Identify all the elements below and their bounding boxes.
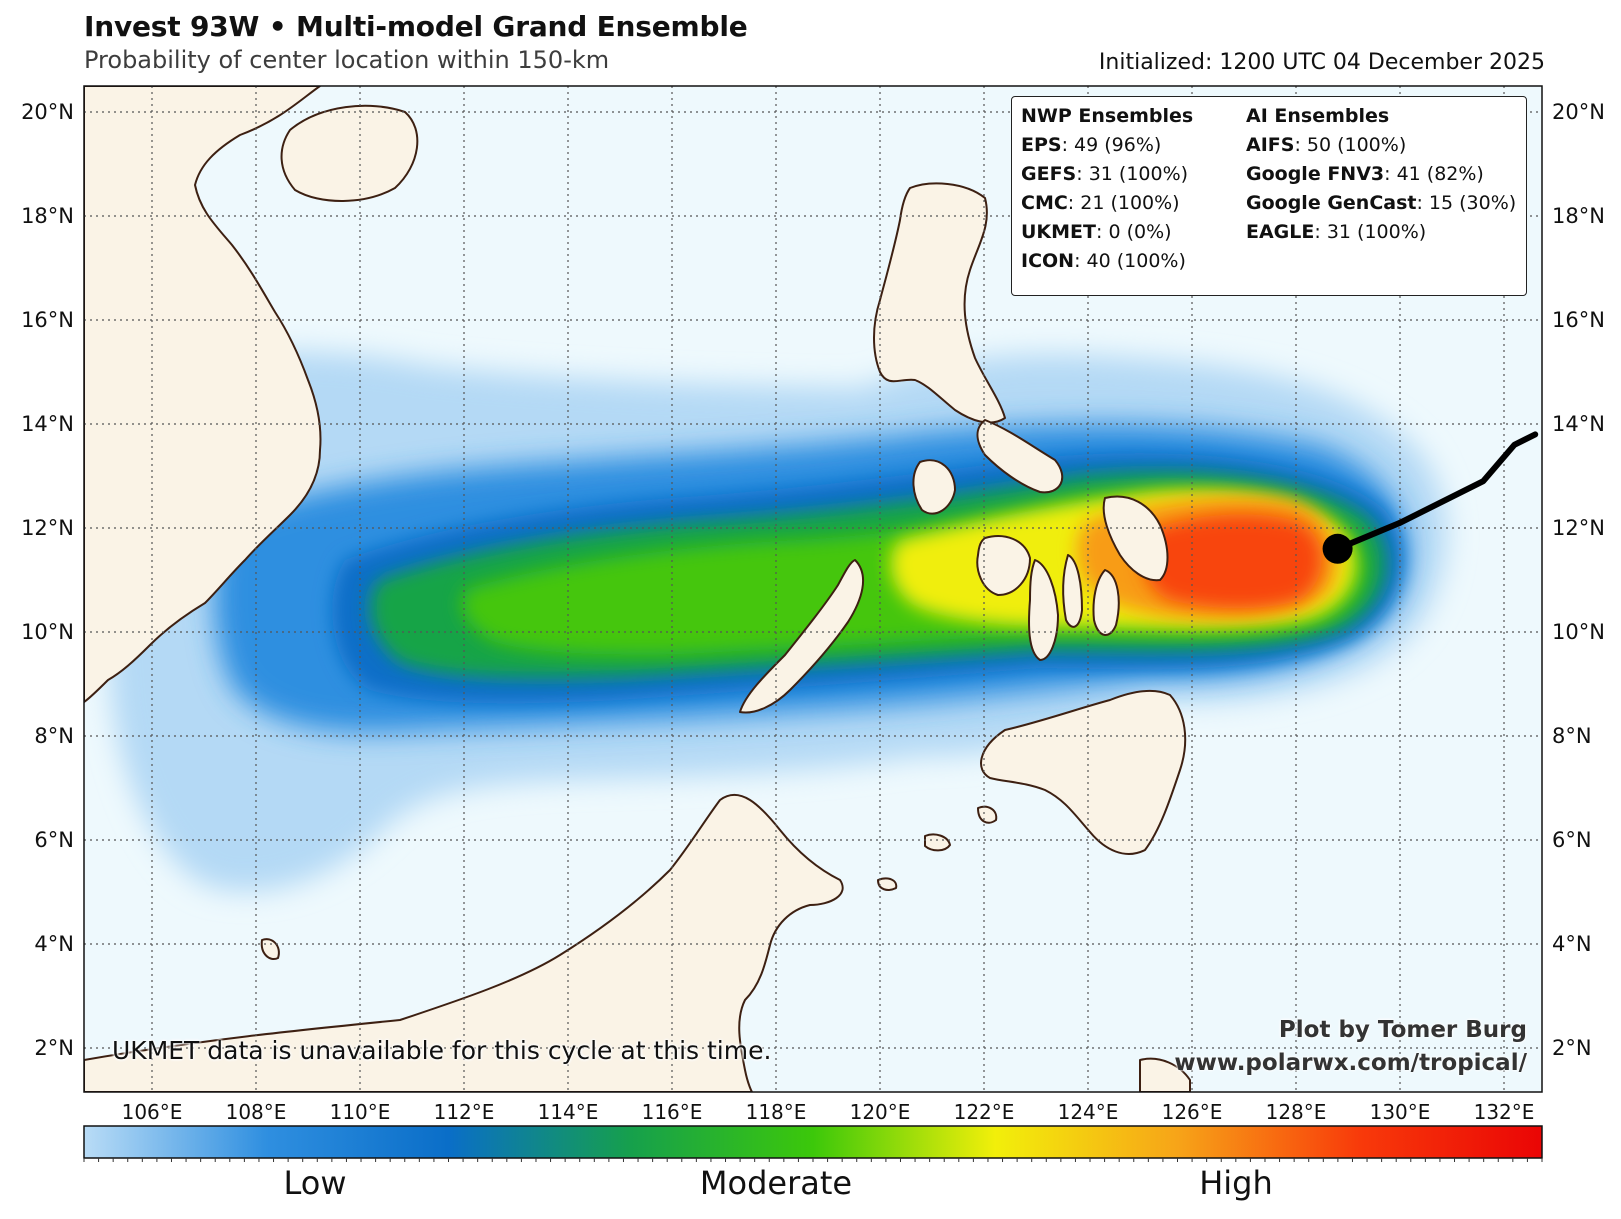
- land-luzon-south: [976, 419, 1064, 494]
- land-mindanao: [980, 689, 1187, 855]
- swath-red: [1142, 514, 1322, 609]
- lat-label-left: 16°N: [21, 308, 74, 332]
- lat-label-left: 2°N: [34, 1036, 74, 1060]
- map-frame: [83, 85, 1543, 1093]
- lat-label-right: 2°N: [1552, 1036, 1592, 1060]
- land-panay: [976, 535, 1031, 596]
- lon-label: 126°E: [1162, 1100, 1223, 1124]
- legend-ai-column: AI Ensembles AIFS: 50 (100%) Google FNV3…: [1246, 105, 1516, 250]
- lat-label-right: 20°N: [1552, 100, 1605, 124]
- credit-url: www.polarwx.com/tropical/: [1174, 1050, 1527, 1076]
- lon-label: 124°E: [1058, 1100, 1119, 1124]
- colorbar-label-high: High: [1199, 1164, 1273, 1202]
- ukmet-unavailable-note: UKMET data is unavailable for this cycle…: [112, 1036, 772, 1065]
- land-mindoro: [912, 459, 956, 515]
- land-borneo: [84, 793, 844, 1092]
- storm-track-line: [1334, 431, 1539, 552]
- landmasses: [84, 86, 1191, 1092]
- legend-row: CMC: 21 (100%): [1021, 192, 1180, 214]
- land-small-4: [877, 877, 898, 891]
- chart-subtitle: Probability of center location within 15…: [84, 46, 610, 74]
- legend-nwp-column: NWP Ensembles EPS: 49 (96%) GEFS: 31 (10…: [1021, 105, 1193, 279]
- credit-author: Plot by Tomer Burg: [1278, 1017, 1527, 1043]
- lat-label-right: 8°N: [1552, 724, 1592, 748]
- land-samar: [1102, 495, 1169, 582]
- lat-label-right: 18°N: [1552, 204, 1605, 228]
- lon-label: 106°E: [122, 1100, 183, 1124]
- chart-title: Invest 93W • Multi-model Grand Ensemble: [84, 10, 748, 43]
- land-sulawesi: [1139, 1057, 1191, 1092]
- lat-label-left: 12°N: [21, 516, 74, 540]
- land-palawan: [739, 559, 864, 714]
- init-time: Initialized: 1200 UTC 04 December 2025: [1098, 50, 1545, 75]
- land-luzon: [873, 182, 1006, 424]
- legend-row: Google GenCast: 15 (30%): [1246, 192, 1517, 214]
- lat-label-right: 6°N: [1552, 828, 1592, 852]
- colorbar-label-moderate: Moderate: [699, 1164, 853, 1202]
- lat-label-right: 12°N: [1552, 516, 1605, 540]
- legend-row: EAGLE: 31 (100%): [1246, 221, 1427, 243]
- current-position-marker: [1322, 533, 1353, 564]
- lon-label: 108°E: [226, 1100, 287, 1124]
- lat-label-right: 14°N: [1552, 412, 1605, 436]
- land-leyte: [1092, 569, 1120, 636]
- legend-row: EPS: 49 (96%): [1021, 134, 1162, 156]
- lat-label-right: 10°N: [1552, 620, 1605, 644]
- land-cebu: [1062, 554, 1083, 628]
- lon-label: 132°E: [1474, 1100, 1535, 1124]
- lon-label: 112°E: [434, 1100, 495, 1124]
- legend-row: GEFS: 31 (100%): [1021, 163, 1189, 185]
- lon-label: 120°E: [850, 1100, 911, 1124]
- lon-label: 130°E: [1370, 1100, 1431, 1124]
- legend-row: AIFS: 50 (100%): [1246, 134, 1407, 156]
- colorbar-label-low: Low: [283, 1164, 347, 1202]
- land-vietnam: [84, 86, 322, 703]
- plot-credit: Plot by Tomer Burg www.polarwx.com/tropi…: [1174, 1014, 1527, 1080]
- lat-label-left: 18°N: [21, 204, 74, 228]
- lat-label-left: 4°N: [34, 932, 74, 956]
- colorbar: [83, 1125, 1543, 1159]
- ensemble-legend: NWP Ensembles EPS: 49 (96%) GEFS: 31 (10…: [1011, 96, 1527, 296]
- lon-label: 114°E: [538, 1100, 599, 1124]
- lat-labels: 20°N 18°N 16°N 14°N 12°N 10°N 8°N 6°N 4°…: [21, 100, 1605, 1060]
- legend-nwp-heading: NWP Ensembles: [1021, 105, 1194, 127]
- lat-label-left: 8°N: [34, 724, 74, 748]
- lat-label-right: 16°N: [1552, 308, 1605, 332]
- land-small-2: [977, 805, 998, 824]
- colorbar-ticks: [83, 1158, 1543, 1162]
- lon-label: 116°E: [642, 1100, 703, 1124]
- land-negros: [1028, 559, 1059, 661]
- land-small-3: [260, 938, 280, 960]
- lat-label-left: 20°N: [21, 100, 74, 124]
- lat-label-left: 10°N: [21, 620, 74, 644]
- lon-labels: 106°E 108°E 110°E 112°E 114°E 116°E 118°…: [122, 1100, 1535, 1124]
- lon-label: 118°E: [746, 1100, 807, 1124]
- lat-label-right: 4°N: [1552, 932, 1592, 956]
- lon-label: 128°E: [1266, 1100, 1327, 1124]
- legend-ai-heading: AI Ensembles: [1246, 105, 1390, 127]
- lon-label: 122°E: [954, 1100, 1015, 1124]
- probability-swath: [107, 351, 1447, 892]
- legend-row: UKMET: 0 (0%): [1021, 221, 1172, 243]
- lat-label-left: 6°N: [34, 828, 74, 852]
- lon-label: 110°E: [330, 1100, 391, 1124]
- legend-row: ICON: 40 (100%): [1021, 250, 1186, 272]
- lat-label-left: 14°N: [21, 412, 74, 436]
- legend-row: Google FNV3: 41 (82%): [1246, 163, 1484, 185]
- land-small-1: [924, 833, 951, 852]
